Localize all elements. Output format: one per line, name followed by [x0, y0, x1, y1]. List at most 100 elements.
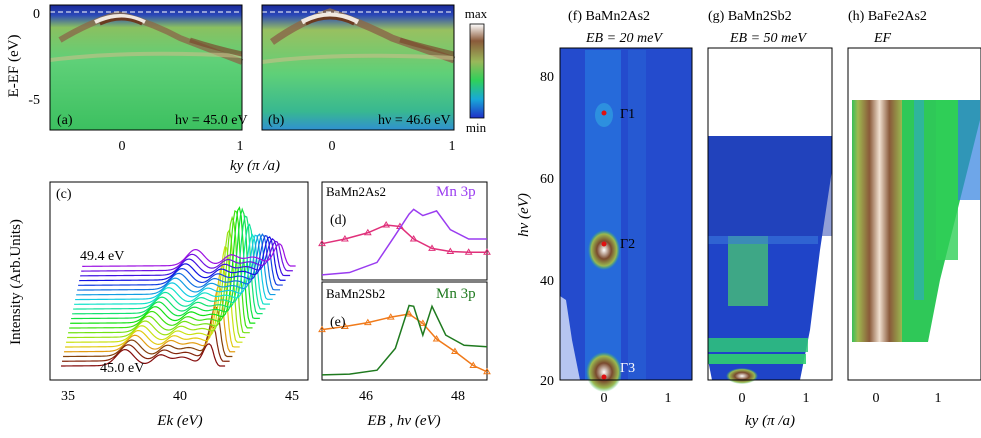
c-curve	[62, 325, 230, 362]
panel-f-label: (f) BaMn2As2	[568, 9, 650, 24]
c-curve	[66, 246, 243, 343]
colorbar: max min	[465, 6, 488, 135]
fgh-xlabel: ky (π /a)	[745, 413, 795, 429]
e-series-1	[321, 304, 488, 376]
d-series-1	[321, 208, 487, 276]
ab-xlabel: ky (π /a)	[230, 158, 280, 174]
e-series-0	[321, 313, 488, 373]
c-curve	[78, 234, 283, 286]
d-marker	[341, 235, 349, 242]
panel-b-hv: hν = 46.6 eV	[378, 113, 451, 128]
fgh-ylabel: hν (eV)	[516, 193, 532, 237]
e-marker	[405, 310, 413, 317]
e-marker	[451, 347, 459, 354]
c-curve	[73, 223, 266, 310]
panel-g-label: (g) BaMn2Sb2	[708, 9, 792, 24]
d-marker	[483, 248, 491, 255]
d-marker	[363, 228, 372, 236]
panel-c-curves	[61, 206, 296, 367]
d-marker	[428, 244, 436, 251]
h-xtick-1: 1	[935, 391, 942, 406]
panel-g: (g) BaMn2Sb2 EB = 50 meV	[707, 9, 833, 384]
c-curve	[72, 215, 263, 315]
de-xtick-1: 48	[451, 389, 465, 404]
f-xtick-0: 0	[601, 391, 608, 406]
panel-e-edge: Mn 3p	[436, 286, 476, 302]
ab-ytick-0: 0	[33, 7, 40, 22]
c-curve	[64, 285, 236, 353]
fgh-ytick-3: 20	[540, 374, 554, 389]
panel-c-label: (c)	[56, 187, 72, 202]
panel-d-compound: BaMn2As2	[326, 184, 386, 199]
fgh-ytick-0: 80	[540, 70, 554, 85]
c-xtick-1: 40	[173, 389, 187, 404]
e-marker	[318, 325, 326, 333]
panel-f: (f) BaMn2As2 EB = 20 meV Γ1 Γ2 Γ3	[559, 9, 693, 392]
panel-e-label: (e)	[330, 315, 346, 330]
a-xtick-1: 1	[237, 139, 244, 154]
panel-e-curves	[318, 304, 491, 376]
panel-h: (h) BaFe2As2 EF	[847, 9, 981, 381]
d-marker	[464, 248, 473, 255]
c-curve	[61, 343, 226, 367]
panel-d-edge: Mn 3p	[436, 184, 476, 200]
c-ylabel: Intensity (Arb.Units)	[8, 219, 24, 345]
g-xtick-0: 0	[739, 391, 746, 406]
c-curve	[67, 228, 246, 339]
c-curve	[71, 207, 260, 320]
ab-ylabel: E-EF (eV)	[6, 35, 22, 98]
f-xtick-1: 1	[665, 391, 672, 406]
panel-d-label: (d)	[330, 213, 347, 228]
e-marker	[363, 318, 372, 326]
panel-e: BaMn2Sb2 Mn 3p (e)	[318, 281, 491, 381]
panel-b: (b) hν = 46.6 eV	[261, 4, 456, 131]
c-curve	[75, 234, 273, 301]
c-curve	[80, 238, 291, 277]
panel-d: BaMn2As2 Mn 3p (d)	[318, 181, 491, 281]
panel-a-label: (a)	[57, 113, 73, 128]
panel-f-eb: EB = 20 meV	[585, 31, 663, 46]
d-marker	[382, 220, 391, 228]
panel-e-compound: BaMn2Sb2	[326, 286, 385, 301]
b-xtick-1: 1	[449, 139, 456, 154]
panel-d-curves	[318, 208, 491, 276]
c-xtick-2: 45	[285, 389, 299, 404]
c-curve	[82, 243, 296, 267]
c-xtick-0: 35	[61, 389, 75, 404]
de-xlabel: EB , hν (eV)	[366, 413, 440, 429]
e-marker	[432, 335, 441, 342]
panel-c: (c) 49.4 eV 45.0 eV	[49, 181, 309, 381]
panel-b-label: (b)	[268, 113, 285, 128]
panel-a-hv: hν = 45.0 eV	[175, 113, 248, 128]
colorbar-max: max	[465, 6, 488, 21]
h-xtick-0: 0	[873, 391, 880, 406]
c-curve	[76, 233, 276, 296]
e-marker	[386, 313, 395, 320]
c-curve	[79, 236, 286, 282]
c-curve	[81, 240, 293, 272]
panel-g-eb: EB = 50 meV	[729, 31, 807, 46]
d-series-0	[321, 224, 487, 254]
d-marker	[318, 239, 326, 247]
gamma-3-label: Γ3	[620, 361, 635, 376]
e-marker	[483, 367, 491, 375]
fgh-ytick-2: 40	[540, 274, 554, 289]
gamma-1-label: Γ1	[620, 107, 635, 122]
e-marker	[418, 319, 427, 326]
e-marker	[341, 322, 349, 330]
a-xtick-0: 0	[119, 139, 126, 154]
panel-c-bottom-energy: 45.0 eV	[100, 361, 144, 376]
c-curve	[70, 206, 256, 324]
e-marker	[469, 361, 478, 369]
panel-h-label: (h) BaFe2As2	[848, 9, 927, 24]
c-xlabel: Ek (eV)	[156, 413, 202, 429]
panel-c-top-energy: 49.4 eV	[80, 249, 124, 264]
fgh-ytick-1: 60	[540, 172, 554, 187]
c-curve	[77, 233, 281, 291]
c-curve	[69, 209, 253, 329]
d-marker	[446, 247, 455, 254]
de-xtick-0: 46	[359, 389, 373, 404]
c-curve	[63, 306, 233, 358]
panel-h-eb: EF	[873, 31, 892, 46]
